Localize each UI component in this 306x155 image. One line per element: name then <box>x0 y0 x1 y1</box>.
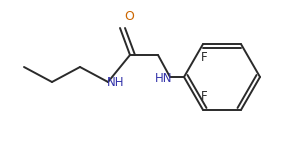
Text: NH: NH <box>107 75 125 89</box>
Text: F: F <box>201 51 207 64</box>
Text: O: O <box>124 10 134 23</box>
Text: HN: HN <box>155 73 173 86</box>
Text: F: F <box>201 90 207 103</box>
